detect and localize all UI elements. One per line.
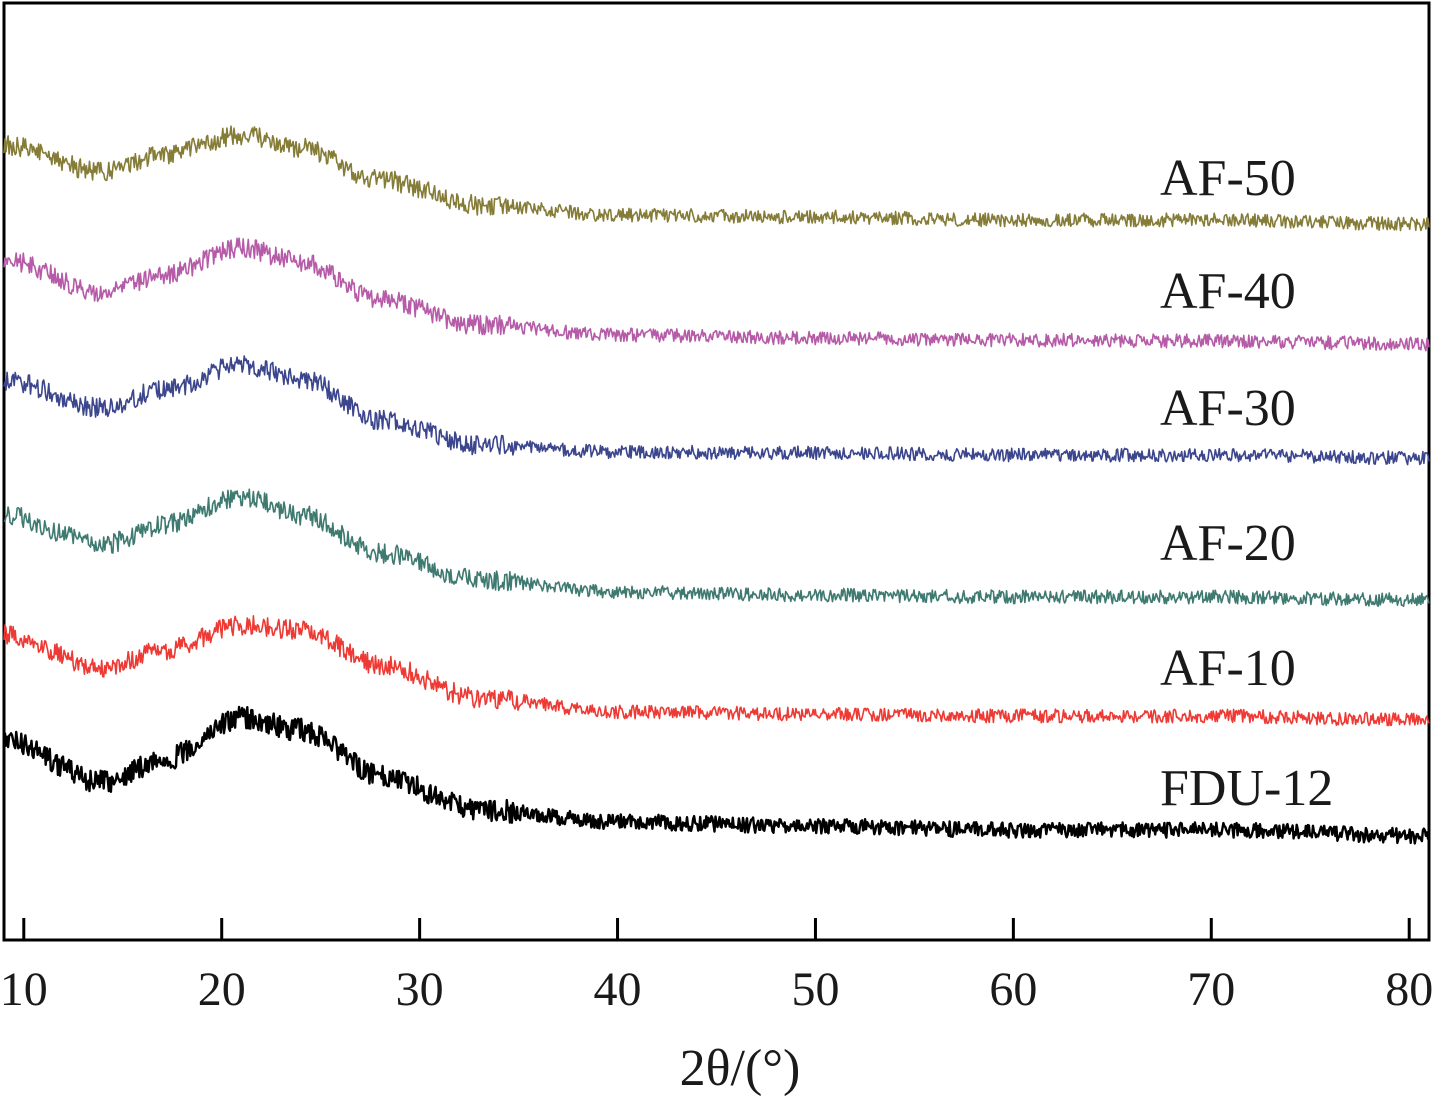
series-line-af-10: [3, 615, 1430, 727]
x-tick-label-70: 70: [1187, 963, 1235, 1016]
series-label-af-50: AF-50: [1160, 150, 1296, 207]
series-label-af-30: AF-30: [1160, 380, 1296, 437]
plot-frame: [2, 1, 1431, 942]
x-tick-label-40: 40: [594, 963, 642, 1016]
x-tick-label-20: 20: [198, 963, 246, 1016]
x-tick-label-30: 30: [396, 963, 444, 1016]
series-label-fdu-12: FDU-12: [1160, 760, 1333, 817]
x-tick-label-10: 10: [0, 963, 48, 1016]
series-line-af-20: [3, 488, 1430, 607]
series-labels: AF-50 AF-40 AF-30 AF-20 AF-10 FDU-12: [1160, 150, 1333, 817]
series-line-af-30: [3, 355, 1430, 466]
series-label-af-40: AF-40: [1160, 263, 1296, 320]
series-label-af-20: AF-20: [1160, 515, 1296, 572]
x-tick-label-50: 50: [791, 963, 839, 1016]
series-line-fdu-12: [2, 705, 1430, 845]
x-tick-label-80: 80: [1385, 963, 1433, 1016]
series-line-af-50: [3, 125, 1430, 232]
x-axis-title: 2θ/(°): [680, 1040, 801, 1097]
x-ticks: 10 20 30 40 50 60 70 80: [0, 918, 1433, 1016]
series-label-af-10: AF-10: [1160, 640, 1296, 697]
series-group: [2, 125, 1430, 845]
x-tick-label-60: 60: [989, 963, 1037, 1016]
series-line-af-40: [3, 237, 1430, 352]
